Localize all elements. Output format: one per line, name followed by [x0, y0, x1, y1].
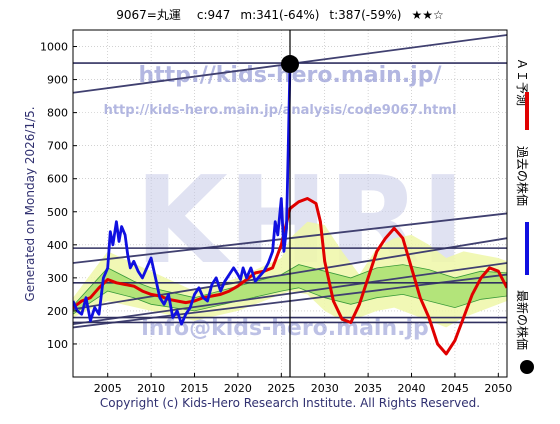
copyright-footer: Copyright (c) Kids-Hero Research Institu…	[100, 396, 480, 410]
x-tick-label: 2040	[398, 382, 426, 395]
chart-header: 9067=丸運 c:947 m:341(-64%) t:387(-59%) ★★☆	[116, 8, 443, 22]
x-tick-label: 2050	[484, 382, 512, 395]
header-mid: m:341(-64%)	[240, 8, 319, 22]
y-tick-label: 400	[47, 239, 68, 252]
x-tick-label: 2020	[224, 382, 252, 395]
x-tick-label: 2015	[181, 382, 209, 395]
y-tick-label: 500	[47, 206, 68, 219]
generated-date-label: Generated on Monday 2026/1/5.	[23, 106, 37, 301]
y-tick-label: 300	[47, 272, 68, 285]
header-stars: ★★☆	[411, 8, 443, 22]
header-target: t:387(-59%)	[329, 8, 401, 22]
legend-latest-label: 最新の株価	[515, 290, 530, 350]
band-edge-line	[73, 264, 507, 307]
y-tick-label: 100	[47, 338, 68, 351]
y-tick-label: 700	[47, 140, 68, 153]
y-tick-label: 900	[47, 74, 68, 87]
x-tick-label: 2035	[354, 382, 382, 395]
watermark-analysis-url: http://kids-hero.main.jp/analysis/code90…	[104, 103, 457, 118]
header-ticker: 9067=丸運	[116, 8, 181, 22]
x-tick-label: 2045	[441, 382, 469, 395]
y-tick-label: 200	[47, 305, 68, 318]
watermark-email: info@kids-hero.main.jp	[141, 316, 429, 341]
series-past-line	[73, 63, 292, 326]
plot-frame	[72, 29, 508, 378]
y-tick-label: 600	[47, 173, 68, 186]
x-tick-label: 2025	[267, 382, 295, 395]
axis-ticks: 100 200 300 400 500 600 700 800 900 1000 2005 2010 2…	[40, 41, 512, 395]
legend: ＡＩ予測 過去の株価 最新の株価	[515, 58, 534, 374]
legend-past-label: 過去の株価	[515, 146, 530, 206]
x-tick-label: 2005	[94, 382, 122, 395]
series-forecast-line	[73, 197, 507, 356]
band-edge-line	[73, 287, 507, 315]
x-tick-label: 2030	[311, 382, 339, 395]
y-tick-label: 800	[47, 107, 68, 120]
header-current: c:947	[197, 8, 231, 22]
y-tick-label: 1000	[40, 41, 68, 54]
latest-point-marker	[281, 55, 299, 74]
x-tick-label: 2010	[137, 382, 165, 395]
series	[73, 63, 507, 356]
legend-latest-marker	[520, 360, 534, 374]
